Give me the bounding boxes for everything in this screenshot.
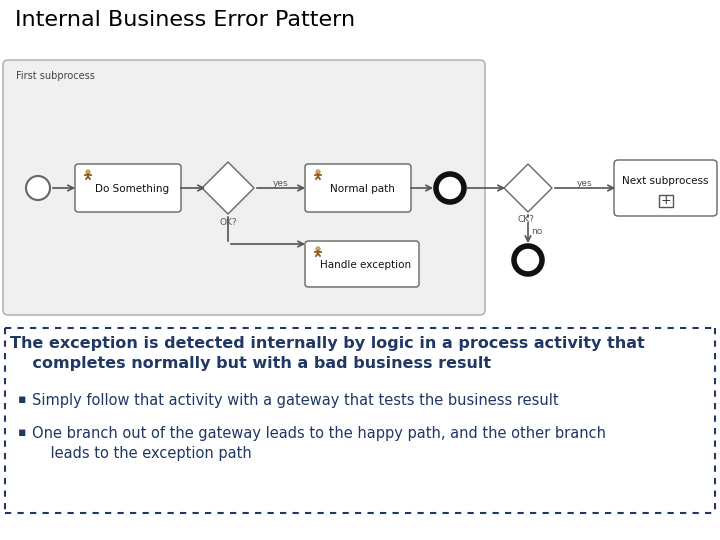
- Text: CK?: CK?: [518, 215, 534, 224]
- FancyBboxPatch shape: [3, 60, 485, 315]
- Text: yes: yes: [577, 179, 593, 187]
- Text: Internal Business Error Pattern: Internal Business Error Pattern: [15, 10, 355, 30]
- Text: leads to the exception path: leads to the exception path: [32, 446, 252, 461]
- Text: Next subprocess: Next subprocess: [622, 176, 708, 186]
- Text: One branch out of the gateway leads to the happy path, and the other branch: One branch out of the gateway leads to t…: [32, 426, 606, 441]
- Circle shape: [316, 247, 320, 251]
- Text: OK?: OK?: [219, 218, 237, 227]
- Circle shape: [26, 176, 50, 200]
- FancyBboxPatch shape: [305, 164, 411, 212]
- Circle shape: [86, 170, 90, 174]
- Circle shape: [436, 174, 464, 202]
- Text: ▪: ▪: [18, 426, 27, 439]
- Text: no: no: [531, 227, 542, 237]
- FancyBboxPatch shape: [659, 195, 672, 207]
- Text: The exception is detected internally by logic in a process activity that: The exception is detected internally by …: [10, 336, 644, 351]
- Text: +: +: [660, 194, 671, 207]
- Text: completes normally but with a bad business result: completes normally but with a bad busine…: [10, 356, 491, 371]
- Text: First subprocess: First subprocess: [16, 71, 95, 81]
- Polygon shape: [504, 164, 552, 212]
- Text: ▪: ▪: [18, 393, 27, 406]
- Text: Normal path: Normal path: [330, 184, 395, 194]
- FancyBboxPatch shape: [75, 164, 181, 212]
- FancyBboxPatch shape: [614, 160, 717, 216]
- Text: Do Something: Do Something: [95, 184, 169, 194]
- Text: Simply follow that activity with a gateway that tests the business result: Simply follow that activity with a gatew…: [32, 393, 559, 408]
- FancyBboxPatch shape: [305, 241, 419, 287]
- Text: yes: yes: [273, 179, 289, 187]
- Circle shape: [514, 246, 542, 274]
- Polygon shape: [202, 162, 254, 214]
- Circle shape: [316, 170, 320, 174]
- Text: Handle exception: Handle exception: [320, 260, 412, 270]
